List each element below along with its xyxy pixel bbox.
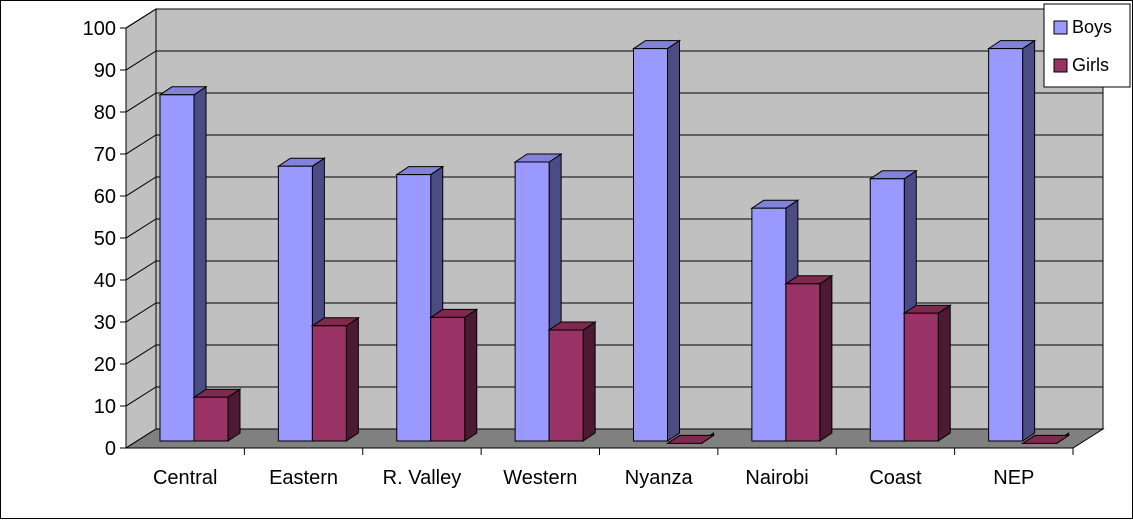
bar (1020, 432, 1071, 445)
bar-top (665, 434, 716, 444)
x-tick-label: Western (503, 467, 577, 489)
bar-side (464, 308, 478, 442)
y-tick-label: 80 (94, 102, 116, 124)
x-tick-label: Eastern (269, 467, 338, 489)
bar (395, 165, 445, 442)
x-tick-label: Nyanza (625, 467, 694, 489)
bar (902, 304, 952, 442)
x-tick-label: Central (153, 467, 217, 489)
legend-label: Girls (1072, 55, 1109, 75)
y-tick-label: 0 (105, 438, 116, 460)
bar-side (667, 39, 680, 442)
bar-front (277, 165, 313, 442)
bar-front (903, 312, 939, 442)
bar-front (396, 174, 432, 442)
bar-front (548, 329, 584, 442)
bar (158, 85, 208, 442)
legend-swatch (1053, 58, 1068, 73)
x-tick-label: Coast (869, 467, 922, 489)
gridline (125, 92, 1103, 113)
bar-side (937, 304, 951, 442)
bar (547, 321, 597, 442)
bar-side (193, 85, 207, 442)
bar-front (785, 283, 821, 442)
bar (784, 274, 834, 442)
bar-front (430, 316, 466, 442)
bar-top (1020, 434, 1071, 444)
bar (986, 39, 1037, 442)
gridline (125, 176, 1103, 197)
bar-side (227, 388, 241, 442)
bar-side (1022, 39, 1036, 442)
y-tick-label: 90 (94, 60, 116, 82)
y-tick-label: 100 (83, 18, 116, 40)
bar-front (514, 161, 550, 442)
x-tick-label: R. Valley (383, 467, 462, 489)
bars (158, 39, 1071, 445)
bar-front (988, 48, 1024, 442)
axes (120, 27, 1074, 455)
chart-walls (124, 8, 1105, 449)
bar-side (345, 316, 359, 442)
bar-side (819, 274, 833, 442)
gridline (125, 134, 1103, 155)
gridline (125, 50, 1103, 71)
y-tick-label: 20 (94, 354, 116, 376)
bar-front (869, 178, 905, 442)
bar (310, 316, 361, 442)
legend: Boys Girls (1043, 3, 1131, 88)
legend-swatch (1053, 20, 1068, 35)
y-tick-label: 70 (94, 144, 116, 166)
legend-box (1043, 3, 1131, 88)
legend-label: Boys (1072, 17, 1112, 37)
labels: 0 10 20 30 40 50 60 70 80 90 100 Central Eastern R. V… (83, 18, 1035, 489)
y-tick-label: 10 (94, 396, 116, 418)
bar-front (193, 396, 229, 442)
bar-front (159, 94, 195, 442)
bar-front (633, 48, 668, 442)
floor (124, 428, 1105, 449)
bar (192, 388, 242, 442)
y-tick-label: 50 (94, 228, 116, 250)
bar (429, 308, 479, 442)
y-tick-label: 40 (94, 270, 116, 292)
bar-side (582, 321, 596, 442)
bar (631, 39, 682, 442)
bar (665, 432, 716, 445)
x-tick-label: NEP (993, 467, 1034, 489)
bar-front (751, 207, 787, 442)
y-tick-label: 60 (94, 186, 116, 208)
gridline (125, 8, 1103, 29)
y-tick-label: 30 (94, 312, 116, 334)
x-tick-label: Nairobi (745, 467, 808, 489)
bar-front (311, 325, 347, 442)
